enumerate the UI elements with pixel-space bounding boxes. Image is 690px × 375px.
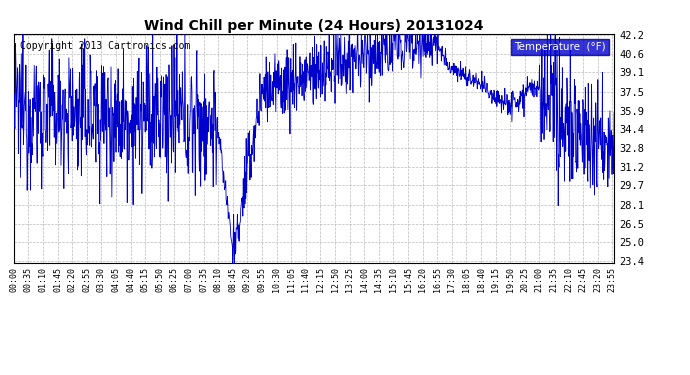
Title: Wind Chill per Minute (24 Hours) 20131024: Wind Chill per Minute (24 Hours) 2013102… (144, 19, 484, 33)
Legend: Temperature  (°F): Temperature (°F) (511, 39, 609, 55)
Text: Copyright 2013 Cartronics.com: Copyright 2013 Cartronics.com (20, 40, 190, 51)
